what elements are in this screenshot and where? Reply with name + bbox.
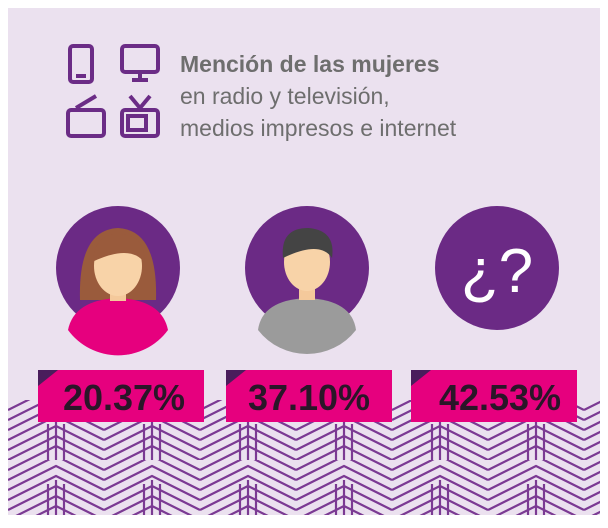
question-mark: ¿?	[461, 237, 533, 306]
title-line: medios impresos e internet	[180, 115, 457, 141]
title-line: en radio y televisión,	[180, 83, 390, 109]
unknown-avatar	[435, 206, 559, 330]
stat-value: 37.10%	[248, 377, 370, 418]
stat-box	[38, 370, 204, 422]
stat-value: 20.37%	[63, 377, 185, 418]
title-line: Mención de las mujeres	[180, 51, 439, 77]
stat-box	[411, 370, 577, 422]
stat-value: 42.53%	[439, 377, 561, 418]
media-icons	[66, 44, 160, 138]
stat-box	[226, 370, 392, 422]
